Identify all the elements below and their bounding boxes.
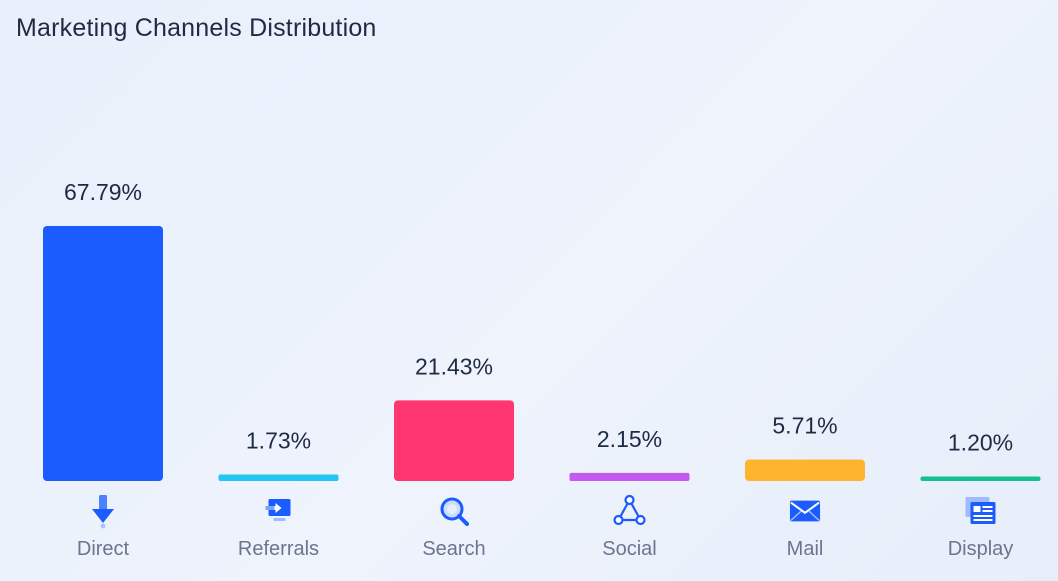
bar-group-display: 1.20% Display bbox=[920, 429, 1041, 560]
category-label-search: Search bbox=[422, 538, 485, 560]
bar-search[interactable] bbox=[394, 400, 514, 481]
category-label-display: Display bbox=[948, 538, 1014, 560]
bar-group-direct: 67.79% Direct bbox=[43, 179, 163, 560]
bar-referrals[interactable] bbox=[218, 474, 339, 481]
search-magnifier-icon bbox=[440, 497, 469, 526]
display-browser-icon bbox=[965, 497, 996, 524]
category-label-social: Social bbox=[602, 538, 656, 560]
bar-group-mail: 5.71% Mail bbox=[745, 413, 865, 560]
value-label-referrals: 1.73% bbox=[246, 427, 311, 453]
bar-display[interactable] bbox=[920, 476, 1041, 481]
bar-group-search: 21.43% Search bbox=[394, 353, 514, 560]
arrow-down-icon bbox=[92, 495, 114, 529]
bar-group-referrals: 1.73% Referrals bbox=[218, 427, 339, 560]
bar-mail[interactable] bbox=[745, 459, 865, 481]
value-label-mail: 5.71% bbox=[772, 413, 837, 439]
value-label-direct: 67.79% bbox=[64, 179, 142, 205]
social-network-icon bbox=[613, 495, 646, 526]
bar-social[interactable] bbox=[569, 472, 690, 481]
value-label-search: 21.43% bbox=[415, 353, 493, 379]
category-label-direct: Direct bbox=[77, 538, 130, 560]
referral-screen-icon bbox=[265, 499, 291, 521]
value-label-display: 1.20% bbox=[948, 429, 1013, 455]
bar-direct[interactable] bbox=[43, 226, 163, 481]
value-label-social: 2.15% bbox=[597, 426, 662, 452]
category-label-mail: Mail bbox=[787, 538, 824, 560]
chart-title: Marketing Channels Distribution bbox=[16, 14, 377, 42]
bar-group-social: 2.15% Social bbox=[569, 426, 690, 560]
mail-envelope-icon bbox=[789, 499, 821, 523]
category-label-referrals: Referrals bbox=[238, 538, 319, 560]
